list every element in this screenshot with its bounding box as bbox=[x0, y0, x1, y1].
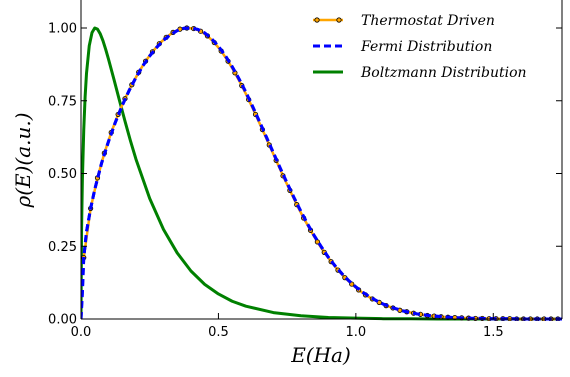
y-tick-label: 0.50 bbox=[48, 167, 77, 182]
y-axis-label: ρ(E)(a.u.) bbox=[11, 112, 35, 208]
legend-marker-thermostat bbox=[314, 17, 320, 23]
x-tick-label: 0.5 bbox=[208, 325, 229, 340]
series-line-fermi-overlay bbox=[81, 26, 562, 321]
legend-label-boltzmann: Boltzmann Distribution bbox=[360, 65, 527, 81]
legend-entry-boltzmann: Boltzmann Distribution bbox=[313, 65, 527, 81]
x-tick-label: 1.0 bbox=[346, 325, 367, 340]
y-tick-label: 1.00 bbox=[48, 22, 77, 37]
legend-label-thermostat: Thermostat Driven bbox=[361, 13, 495, 29]
y-tick-label: 0.75 bbox=[48, 94, 77, 109]
axes-layer: 0.0 0.5 1.0 1.5 0.00 0.25 0.50 0.75 1.00 bbox=[48, 0, 563, 340]
x-tick-label: 0.0 bbox=[71, 325, 92, 340]
legend-entry-fermi: Fermi Distribution bbox=[313, 39, 492, 55]
x-tick-label: 1.5 bbox=[483, 325, 504, 340]
legend-label-fermi: Fermi Distribution bbox=[360, 39, 492, 55]
legend-marker-thermostat bbox=[336, 17, 342, 23]
series-point-thermostat bbox=[314, 239, 320, 245]
legend: Thermostat Driven Fermi Distribution Bol… bbox=[313, 13, 527, 81]
y-tick-label: 0.25 bbox=[48, 240, 77, 255]
legend-entry-thermostat: Thermostat Driven bbox=[313, 13, 495, 29]
y-tick-label: 0.00 bbox=[48, 313, 77, 328]
series-layer bbox=[81, 25, 562, 321]
plot-area bbox=[81, 0, 562, 319]
x-axis-label: E(Ha) bbox=[290, 343, 351, 367]
